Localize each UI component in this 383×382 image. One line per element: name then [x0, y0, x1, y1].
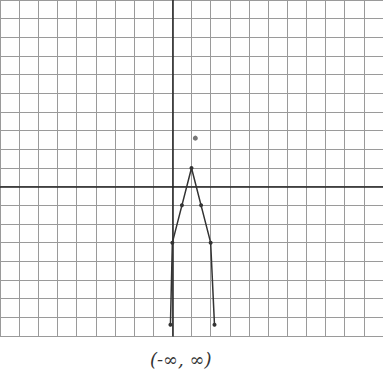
svg-text:(-∞, ∞): (-∞, ∞) [150, 349, 212, 370]
